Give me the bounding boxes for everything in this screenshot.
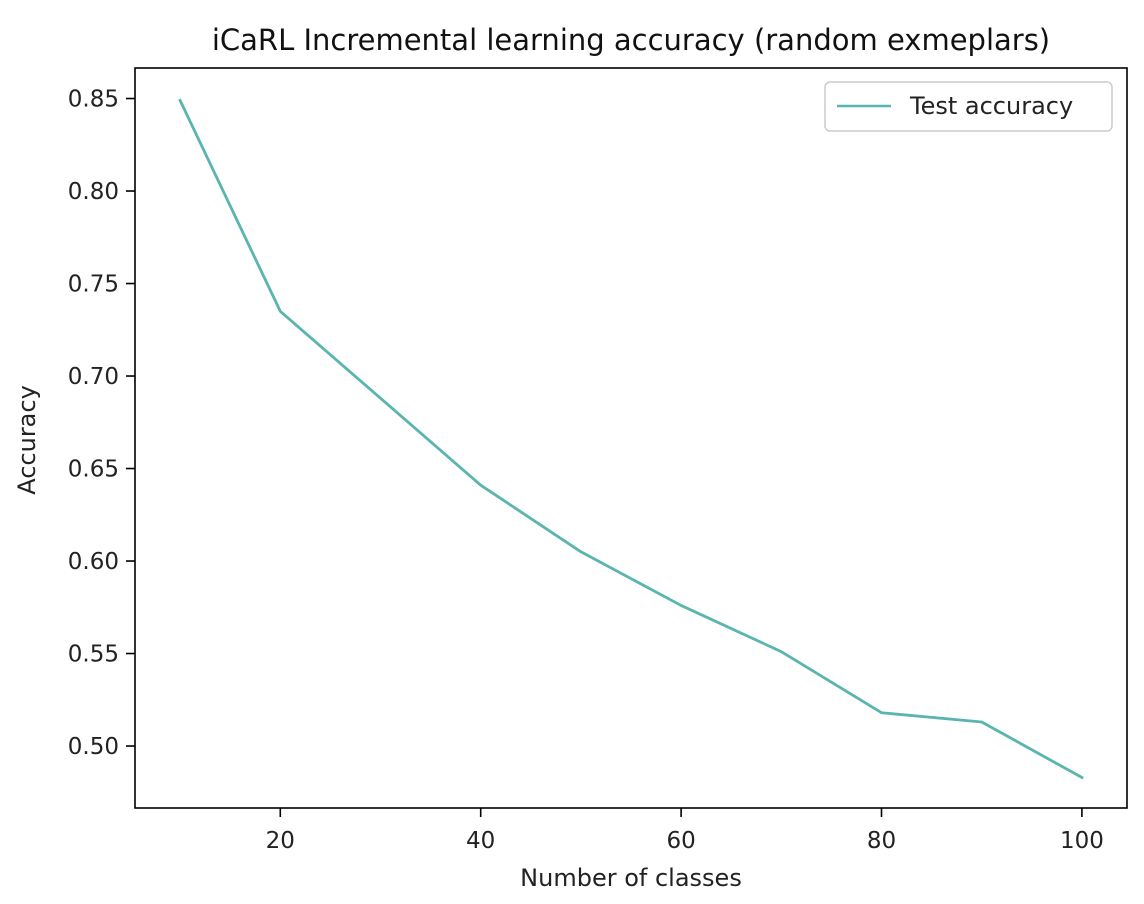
x-tick-label: 80 [867, 828, 896, 854]
y-tick-label: 0.50 [68, 734, 119, 760]
x-axis-label: Number of classes [520, 864, 742, 892]
x-tick-label: 100 [1060, 828, 1104, 854]
y-tick-label: 0.80 [68, 179, 119, 205]
y-axis-ticks: 0.50 0.55 0.60 0.65 0.70 0.75 0.80 0.85 [68, 87, 135, 760]
legend-box [824, 81, 1113, 132]
x-tick-label: 20 [266, 828, 295, 854]
x-tick-label: 40 [466, 828, 495, 854]
y-tick-label: 0.75 [68, 272, 119, 298]
plot-frame [134, 67, 1128, 809]
legend: Test accuracy [824, 81, 1113, 132]
y-tick-label: 0.85 [68, 87, 119, 113]
y-axis-label: Accuracy [13, 385, 41, 495]
y-tick-label: 0.65 [68, 457, 119, 483]
series-line-test-accuracy [178, 98, 1084, 780]
legend-label-test-accuracy: Test accuracy [909, 92, 1073, 120]
x-axis-ticks: 20 40 60 80 100 [266, 808, 1104, 854]
y-tick-label: 0.55 [68, 642, 119, 668]
series-layer [178, 98, 1084, 780]
y-tick-label: 0.60 [68, 549, 119, 575]
x-tick-label: 60 [666, 828, 695, 854]
y-tick-label: 0.70 [68, 364, 119, 390]
chart-title: iCaRL Incremental learning accuracy (ran… [212, 23, 1050, 57]
